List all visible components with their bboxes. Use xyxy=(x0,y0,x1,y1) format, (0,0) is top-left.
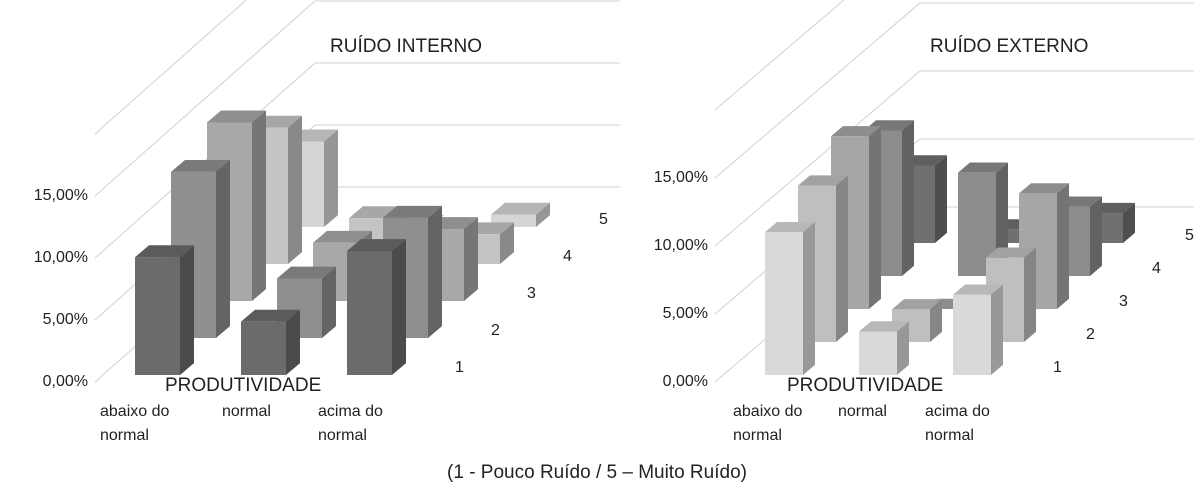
bar-side xyxy=(288,115,302,264)
bar-side xyxy=(428,205,442,338)
grid-line xyxy=(94,62,620,259)
x-tick-label: normal xyxy=(222,403,271,420)
series-label: 5 xyxy=(1185,227,1194,244)
y-tick-label: 5,00% xyxy=(43,311,88,328)
bar-top xyxy=(831,126,881,137)
series-label: 1 xyxy=(1053,359,1062,376)
bar-side xyxy=(1057,183,1069,309)
bar-side xyxy=(1123,202,1135,243)
bar-side xyxy=(930,299,942,342)
y-tick-label: 10,00% xyxy=(34,249,88,266)
bar xyxy=(765,232,803,375)
y-tick-label: 5,00% xyxy=(663,305,708,322)
bar-side xyxy=(1090,196,1102,276)
chart-title: RUÍDO EXTERNO xyxy=(930,36,1088,57)
bar-side xyxy=(935,155,947,243)
bar-top xyxy=(347,239,406,251)
bar-side xyxy=(1024,247,1036,342)
x-tick-label: abaixo do normal xyxy=(100,403,170,444)
bar-side xyxy=(252,110,266,301)
bar-side xyxy=(324,129,338,227)
bar-top xyxy=(986,247,1036,258)
grid-line xyxy=(714,0,845,111)
bar-side xyxy=(836,175,848,342)
bar-top xyxy=(953,284,1003,295)
bar xyxy=(241,321,286,375)
x-tick-label: acima do normal xyxy=(318,403,383,444)
bar-top xyxy=(798,175,848,186)
bar-side xyxy=(464,217,478,301)
bar-side xyxy=(803,222,815,375)
bar-side xyxy=(216,159,230,338)
bar-side xyxy=(500,222,514,264)
bar xyxy=(953,294,991,375)
series-label: 2 xyxy=(1086,326,1095,343)
bar xyxy=(135,257,180,375)
bar-top xyxy=(491,202,550,215)
x-axis-label: PRODUTIVIDADE xyxy=(165,375,321,396)
y-tick-label: 0,00% xyxy=(43,373,88,390)
grid-line xyxy=(94,0,247,135)
bar-top xyxy=(1019,183,1069,194)
series-label: 4 xyxy=(563,248,572,265)
x-tick-label: normal xyxy=(838,403,887,420)
bar-top xyxy=(859,321,909,332)
bar-side xyxy=(991,284,1003,375)
bar-side xyxy=(286,309,300,375)
bar-top xyxy=(765,222,815,233)
bar-top xyxy=(135,245,194,258)
bar-side xyxy=(902,120,914,276)
bar-top xyxy=(207,110,266,123)
bar-top xyxy=(892,299,942,310)
y-tick-label: 0,00% xyxy=(663,373,708,390)
y-tick-label: 15,00% xyxy=(34,187,88,204)
series-label: 5 xyxy=(599,211,608,228)
series-label: 3 xyxy=(527,285,536,302)
x-axis-label: PRODUTIVIDADE xyxy=(787,375,943,396)
bar-top xyxy=(171,159,230,172)
y-tick-label: 10,00% xyxy=(654,237,708,254)
series-label: 3 xyxy=(1119,293,1128,310)
series-label: 1 xyxy=(455,359,464,376)
series-label: 2 xyxy=(491,322,500,339)
grid-line xyxy=(94,0,620,197)
bar-top xyxy=(383,205,442,218)
bar-side xyxy=(392,239,406,375)
bar-side xyxy=(536,202,550,227)
bar-side xyxy=(897,321,909,375)
bar-top xyxy=(241,309,300,322)
y-tick-label: 15,00% xyxy=(654,169,708,186)
bar-top xyxy=(313,230,372,243)
grid-line xyxy=(714,2,1194,179)
grid-line xyxy=(714,70,1194,247)
bar-side xyxy=(322,266,336,338)
bar xyxy=(347,251,392,375)
bar-top xyxy=(277,266,336,279)
bar-top xyxy=(958,162,1008,173)
series-label: 4 xyxy=(1152,260,1161,277)
bar-side xyxy=(869,126,881,309)
bar xyxy=(859,331,897,375)
x-tick-label: acima do normal xyxy=(925,403,990,444)
bar-side xyxy=(180,245,194,375)
caption: (1 - Pouco Ruído / 5 – Muito Ruído) xyxy=(447,462,747,483)
chart-title: RUÍDO INTERNO xyxy=(330,36,482,57)
x-tick-label: abaixo do normal xyxy=(733,403,803,444)
